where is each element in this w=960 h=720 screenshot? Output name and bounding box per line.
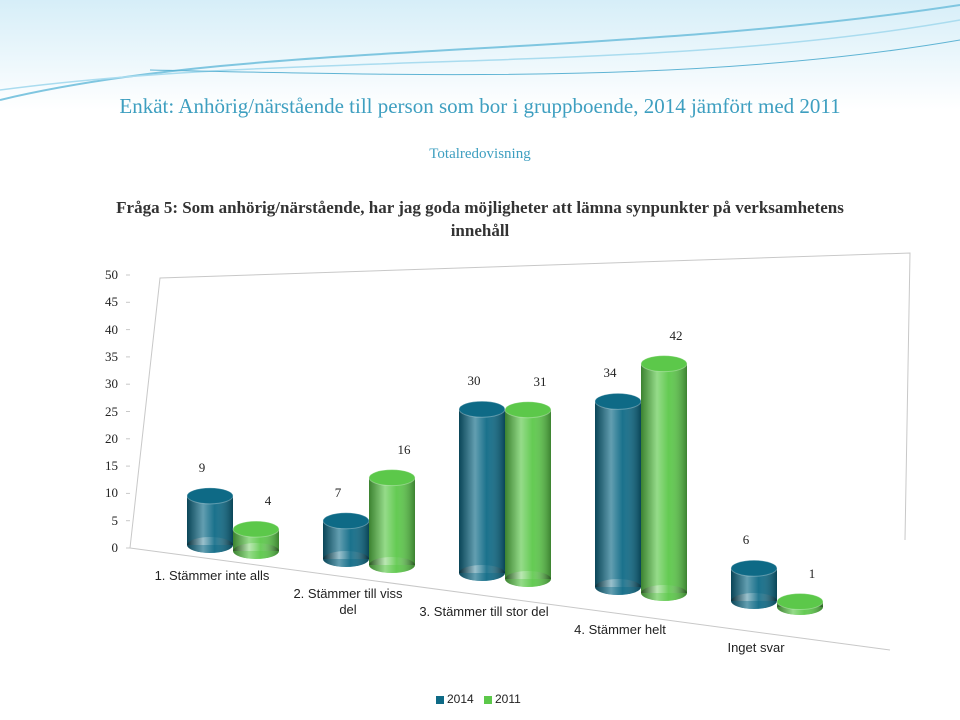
bar-bottom-shade <box>505 571 551 587</box>
x-tick-label: 2. Stämmer till viss del <box>293 586 403 617</box>
bar-shade <box>505 409 551 579</box>
swoosh <box>0 19 960 91</box>
y-tick-label: 35 <box>105 348 118 364</box>
x-tick-label: 4. Stämmer helt <box>574 622 666 637</box>
bar <box>640 355 688 601</box>
bar-top <box>322 512 370 530</box>
bar <box>458 400 506 581</box>
bar-top <box>232 520 280 538</box>
data-label: 30 <box>467 373 481 389</box>
bar-bottom-shade <box>233 543 279 559</box>
bar-shade <box>595 401 641 587</box>
page-title: Enkät: Anhörig/närstående till person so… <box>119 94 841 118</box>
bar-top <box>186 487 234 505</box>
header-background <box>0 0 960 110</box>
bar-top <box>594 392 642 410</box>
legend-label: 2011 <box>495 692 521 706</box>
bar <box>594 392 642 595</box>
bar-bottom-shade <box>731 593 777 609</box>
x-tick-label: Inget svar <box>727 640 785 655</box>
y-tick-label: 15 <box>105 458 118 474</box>
legend-swatch <box>436 696 444 704</box>
bar <box>730 559 778 609</box>
y-tick-label: 50 <box>105 267 118 282</box>
bar-top <box>458 400 506 418</box>
bar-bottom-shade <box>187 537 233 553</box>
bar-bottom-shade <box>323 551 369 567</box>
bar-shade <box>187 495 233 545</box>
swoosh <box>149 39 960 76</box>
page-subtitle: Totalredovisning <box>429 146 531 162</box>
y-tick-label: 0 <box>111 540 119 555</box>
bar <box>186 487 234 553</box>
chart-title: Fråga 5: Som anhörig/närstående, har jag… <box>116 198 844 240</box>
y-tick-label: 20 <box>105 430 118 446</box>
y-tick-label: 10 <box>105 485 118 501</box>
bar-bottom-shade <box>641 585 687 601</box>
y-tick-label: 25 <box>105 403 118 419</box>
bar-top <box>776 593 824 611</box>
data-label: 6 <box>742 532 750 548</box>
bar-top <box>640 355 688 373</box>
bar-top <box>368 469 416 487</box>
x-tick-label: 3. Stämmer till stor del <box>419 604 549 619</box>
chart-wall <box>129 252 911 651</box>
y-tick-label: 30 <box>105 376 118 392</box>
data-label: 4 <box>264 493 272 509</box>
data-label: 16 <box>397 441 411 457</box>
bar-bottom-shade <box>595 579 641 595</box>
legend-label: 2014 <box>447 692 474 706</box>
legend-swatch <box>484 696 492 704</box>
data-label: 42 <box>669 327 683 343</box>
x-tick-label: 1. Stämmer inte alls <box>154 568 270 583</box>
bar-bottom-shade <box>369 557 415 573</box>
bar <box>322 512 370 567</box>
bar <box>368 469 416 573</box>
data-label: 9 <box>198 459 206 475</box>
bar-bottom-shade <box>459 565 505 581</box>
bar-shade <box>641 363 687 593</box>
data-label: 1 <box>808 565 816 581</box>
bar-shade <box>459 409 505 573</box>
data-label: 7 <box>334 484 342 500</box>
y-tick-label: 45 <box>105 294 118 310</box>
y-tick-label: 5 <box>111 512 119 528</box>
bar <box>232 520 280 559</box>
bar <box>776 593 824 615</box>
bar-top <box>504 401 552 419</box>
bar <box>504 401 552 587</box>
bar-top <box>730 559 778 577</box>
bar-shade <box>369 477 415 565</box>
y-tick-label: 40 <box>105 321 118 337</box>
data-label: 31 <box>533 373 547 389</box>
data-label: 34 <box>603 365 617 381</box>
